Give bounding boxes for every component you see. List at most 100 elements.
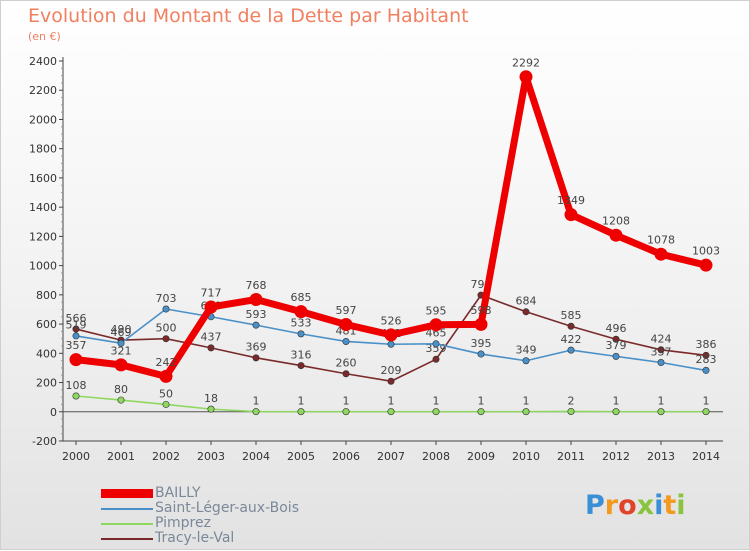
data-point-saint-l-ger-aux-bois (72, 332, 80, 340)
data-label-pimprez: 50 (159, 387, 173, 400)
y-tick-label: 2000 (29, 113, 57, 126)
data-label-tracy-le-val: 490 (111, 323, 132, 336)
data-point-tracy-le-val (387, 377, 395, 385)
logo-letter: P (585, 490, 605, 521)
data-label-saint-l-ger-aux-bois: 469 (111, 326, 132, 339)
data-label-bailly: 597 (336, 304, 357, 317)
data-point-pimprez (342, 408, 350, 416)
data-label-pimprez: 1 (523, 394, 530, 407)
data-label-pimprez: 108 (66, 379, 87, 392)
data-label-bailly: 1208 (602, 215, 630, 228)
data-label-pimprez: 1 (658, 394, 665, 407)
data-label-saint-l-ger-aux-bois: 422 (561, 333, 582, 346)
data-label-bailly: 526 (381, 314, 402, 327)
data-label-tracy-le-val: 496 (606, 322, 627, 335)
data-point-tracy-le-val (252, 354, 260, 362)
data-label-tracy-le-val: 209 (381, 364, 402, 377)
data-label-pimprez: 1 (703, 394, 710, 407)
data-label-bailly: 321 (111, 344, 132, 357)
x-tick-label: 2003 (197, 450, 225, 463)
data-point-bailly (294, 305, 308, 319)
data-label-bailly: 1349 (557, 194, 585, 207)
data-point-saint-l-ger-aux-bois (342, 337, 350, 345)
y-tick-label: 1000 (29, 260, 57, 273)
y-tick-label: 800 (36, 289, 57, 302)
legend-label: BAILLY (155, 485, 201, 501)
x-tick-label: 2002 (152, 450, 180, 463)
data-point-saint-l-ger-aux-bois (612, 352, 620, 360)
data-point-tracy-le-val (522, 308, 530, 316)
y-tick-label: -200 (32, 435, 57, 448)
data-point-bailly (699, 258, 713, 272)
y-tick-label: 2200 (29, 84, 57, 97)
x-tick-label: 2001 (107, 450, 135, 463)
data-label-bailly: 242 (156, 356, 177, 369)
data-point-bailly (339, 318, 353, 332)
logo-letter: i (654, 490, 664, 521)
x-tick-label: 2009 (467, 450, 495, 463)
data-point-pimprez (702, 408, 710, 416)
legend-label: Saint-Léger-aux-Bois (155, 500, 299, 516)
data-point-bailly (249, 293, 263, 307)
x-tick-label: 2006 (332, 450, 360, 463)
logo-letter: r (604, 490, 619, 521)
data-label-tracy-le-val: 500 (156, 321, 177, 334)
legend-swatch (101, 523, 153, 525)
data-point-bailly (609, 228, 623, 242)
data-label-bailly: 357 (66, 339, 87, 352)
data-point-pimprez (162, 400, 170, 408)
data-point-bailly (519, 70, 533, 84)
x-tick-label: 2008 (422, 450, 450, 463)
data-point-pimprez (657, 408, 665, 416)
y-tick-label: 2400 (29, 55, 57, 68)
data-point-pimprez (117, 396, 125, 404)
legend-swatch (101, 538, 153, 540)
legend-swatch (101, 489, 153, 498)
data-point-saint-l-ger-aux-bois (522, 357, 530, 365)
y-tick-label: 1600 (29, 172, 57, 185)
data-label-bailly: 595 (426, 304, 447, 317)
data-label-tracy-le-val: 684 (516, 295, 537, 308)
data-point-tracy-le-val (657, 346, 665, 354)
logo-letter: o (618, 490, 637, 521)
data-point-bailly (564, 208, 578, 222)
data-point-bailly (69, 353, 83, 367)
data-point-tracy-le-val (162, 335, 170, 343)
data-label-pimprez: 1 (298, 394, 305, 407)
data-label-saint-l-ger-aux-bois: 533 (291, 317, 312, 330)
data-label-tracy-le-val: 437 (201, 331, 222, 344)
x-tick-label: 2004 (242, 450, 270, 463)
data-point-tracy-le-val (72, 325, 80, 333)
chart-title: Evolution du Montant de la Dette par Hab… (28, 5, 469, 27)
data-label-saint-l-ger-aux-bois: 593 (246, 308, 267, 321)
x-tick-label: 2007 (377, 450, 405, 463)
y-tick-label: 1800 (29, 143, 57, 156)
data-label-bailly: 598 (471, 304, 492, 317)
data-label-pimprez: 1 (433, 394, 440, 407)
data-label-bailly: 768 (246, 279, 267, 292)
data-label-bailly: 1078 (647, 234, 675, 247)
legend-label: Tracy-le-Val (155, 530, 235, 546)
data-point-pimprez (207, 405, 215, 413)
y-tick-label: 1400 (29, 201, 57, 214)
x-tick-label: 2005 (287, 450, 315, 463)
data-label-bailly: 2292 (512, 56, 540, 69)
logo-letter: i (676, 490, 686, 521)
data-point-saint-l-ger-aux-bois (297, 330, 305, 338)
logo-letter: t (663, 490, 677, 521)
data-label-tracy-le-val: 566 (66, 312, 87, 325)
data-point-tracy-le-val (432, 355, 440, 363)
data-point-bailly (654, 247, 668, 261)
data-point-saint-l-ger-aux-bois (432, 340, 440, 348)
data-point-saint-l-ger-aux-bois (477, 350, 485, 358)
x-tick-label: 2012 (602, 450, 630, 463)
data-point-saint-l-ger-aux-bois (387, 340, 395, 348)
x-tick-label: 2010 (512, 450, 540, 463)
data-point-tracy-le-val (207, 344, 215, 352)
y-tick-label: 400 (36, 347, 57, 360)
data-point-pimprez (612, 408, 620, 416)
legend-label: Pimprez (155, 515, 211, 531)
data-point-tracy-le-val (702, 351, 710, 359)
